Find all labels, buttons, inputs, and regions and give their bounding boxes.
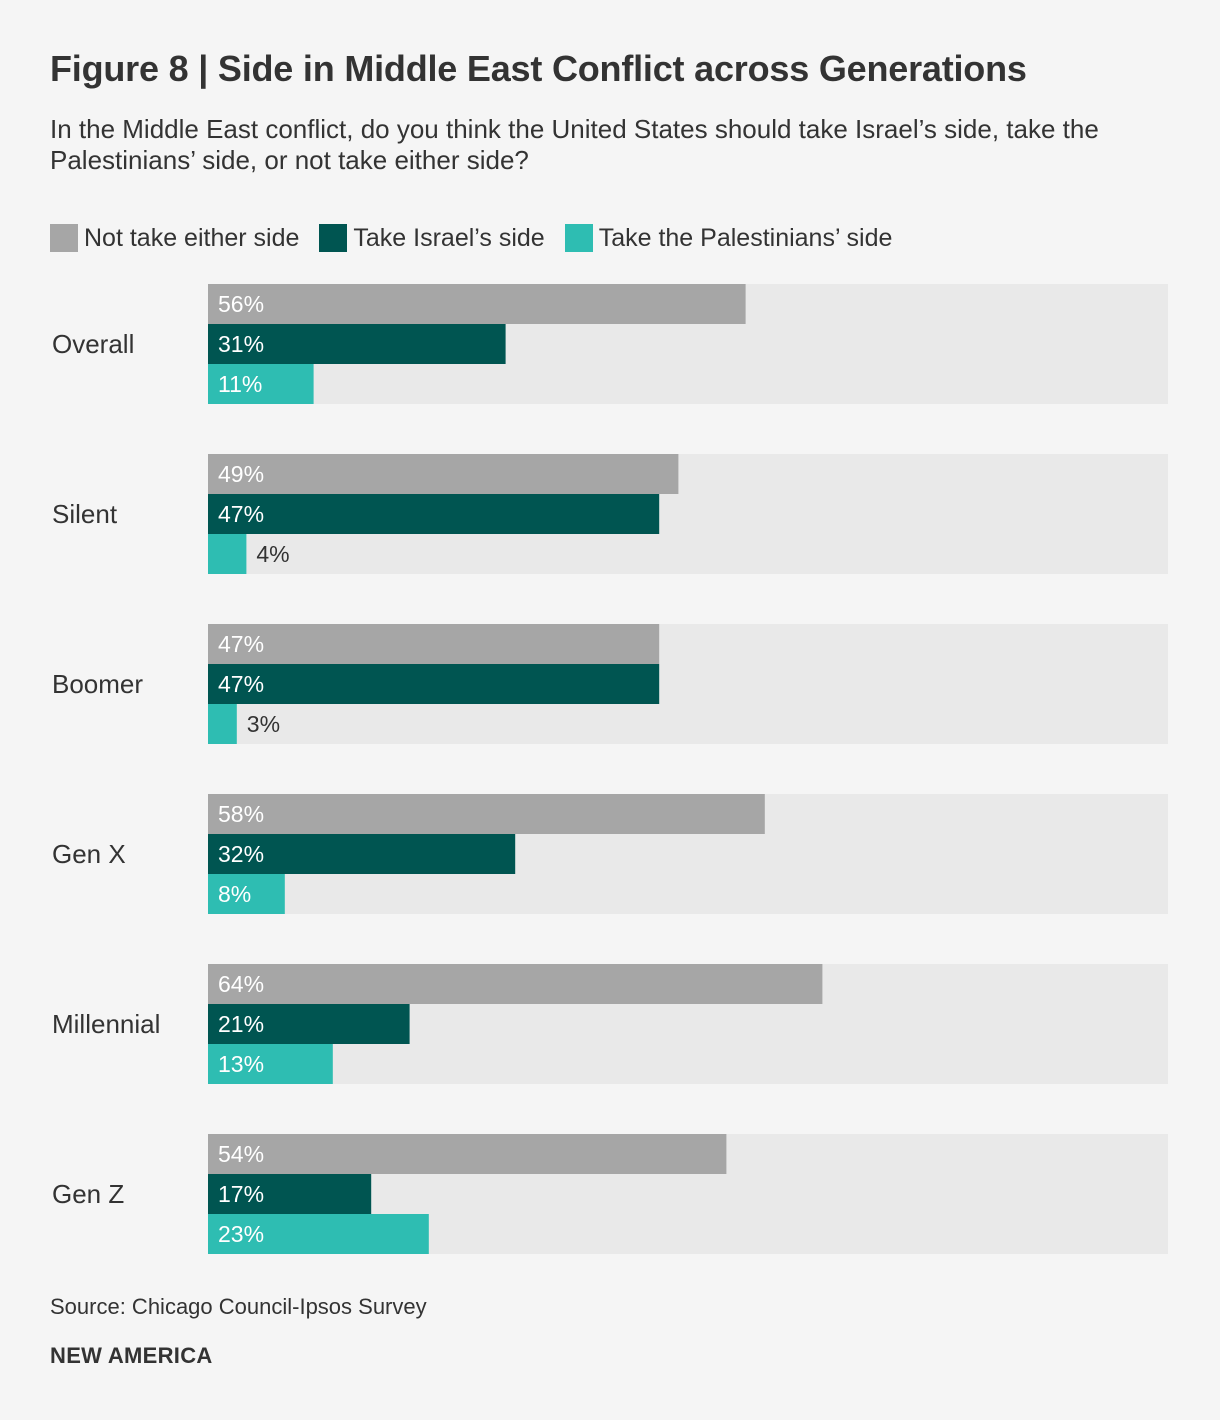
legend-item-israel: Take Israel’s side (319, 223, 545, 253)
bar-chart: Overall 56% 31% 11% Silent 49% 47% 4% Boomer 47% 4… (52, 284, 1168, 1254)
data-label-silent-palestinians: 4% (256, 541, 289, 567)
data-label-silent-israel: 47% (218, 501, 264, 527)
data-label-gen-z-israel: 17% (218, 1181, 264, 1207)
data-label-overall-neither: 56% (218, 291, 264, 317)
source-note: Source: Chicago Council-Ipsos Survey (50, 1294, 427, 1319)
legend-swatch-israel (319, 224, 348, 252)
category-label-gen-z: Gen Z (52, 1179, 124, 1209)
bar-overall-palestinians (208, 364, 314, 404)
brand-logo-text: NEW AMERICA (50, 1343, 213, 1368)
bar-gen-x-palestinians (208, 874, 285, 914)
bar-overall-neither (208, 284, 746, 324)
category-label-millennial: Millennial (52, 1009, 160, 1039)
legend-swatch-neither (50, 224, 78, 252)
data-label-gen-z-neither: 54% (218, 1141, 264, 1167)
data-label-millennial-palestinians: 13% (218, 1051, 264, 1077)
bar-gen-z-palestinians (208, 1214, 429, 1254)
data-label-boomer-israel: 47% (218, 671, 264, 697)
bar-gen-z-neither (208, 1134, 727, 1174)
data-label-millennial-israel: 21% (218, 1011, 264, 1037)
legend-item-neither: Not take either side (50, 224, 299, 253)
bar-boomer-israel (208, 664, 660, 704)
legend-label-neither: Not take either side (84, 223, 300, 252)
data-label-millennial-neither: 64% (218, 971, 264, 997)
data-label-gen-z-palestinians: 23% (218, 1221, 264, 1247)
data-label-gen-x-israel: 32% (218, 841, 264, 867)
bar-millennial-neither (208, 964, 823, 1004)
chart-subtitle: In the Middle East conflict, do you thin… (50, 114, 1099, 175)
category-label-silent: Silent (52, 499, 118, 529)
data-label-gen-x-neither: 58% (218, 801, 264, 827)
bar-gen-x-israel (208, 834, 516, 874)
chart-title: Figure 8 | Side in Middle East Conflict … (50, 48, 1027, 89)
category-label-gen-x: Gen X (52, 839, 126, 869)
category-label-overall: Overall (52, 329, 134, 359)
data-label-overall-israel: 31% (218, 331, 264, 357)
bar-gen-z-israel (208, 1174, 372, 1214)
data-label-overall-palestinians: 11% (218, 371, 262, 397)
legend-label-palestinians: Take the Palestinians’ side (598, 223, 893, 252)
bar-silent-neither (208, 454, 679, 494)
bar-overall-israel (208, 324, 506, 364)
bar-boomer-neither (208, 624, 660, 664)
data-label-boomer-palestinians: 3% (247, 711, 280, 737)
legend-label-israel: Take Israel’s side (353, 223, 545, 252)
data-label-gen-x-palestinians: 8% (218, 881, 251, 907)
bar-millennial-israel (208, 1004, 410, 1044)
bar-boomer-palestinians (208, 704, 237, 744)
bar-silent-israel (208, 494, 660, 534)
legend: Not take either side Take Israel’s side … (50, 222, 912, 254)
bar-millennial-palestinians (208, 1044, 333, 1084)
category-label-boomer: Boomer (52, 669, 143, 699)
legend-item-palestinians: Take the Palestinians’ side (564, 223, 893, 253)
bar-silent-palestinians (208, 534, 247, 574)
bar-gen-x-neither (208, 794, 765, 834)
data-label-boomer-neither: 47% (218, 631, 264, 657)
data-label-silent-neither: 49% (218, 461, 264, 487)
legend-swatch-palestinians (564, 224, 593, 252)
